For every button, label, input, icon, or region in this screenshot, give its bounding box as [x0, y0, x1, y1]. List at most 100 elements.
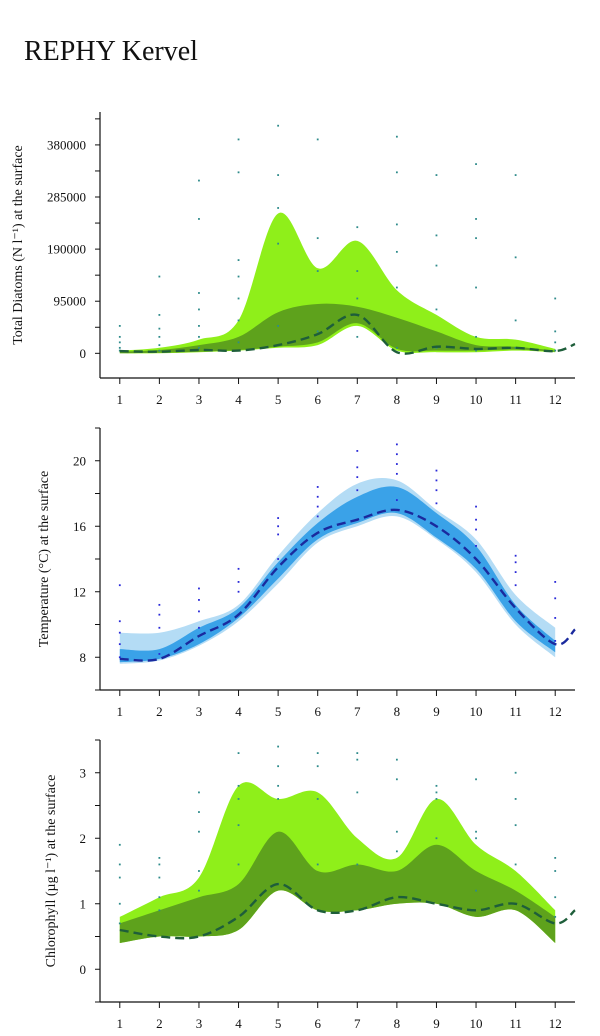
data-point [475, 286, 477, 289]
y-tick-label: 2 [80, 831, 87, 846]
data-point [277, 533, 280, 536]
data-point [277, 242, 280, 245]
data-point [356, 791, 359, 794]
data-point [514, 319, 517, 322]
data-point [316, 798, 319, 800]
median-line [119, 882, 576, 940]
y-tick-label: 12 [73, 584, 86, 599]
data-point [198, 335, 200, 338]
x-tick-label: 11 [509, 392, 522, 407]
data-point [198, 346, 200, 349]
y-tick-label: 16 [73, 519, 87, 534]
x-tick-label: 3 [196, 1016, 203, 1031]
x-tick-label: 3 [196, 704, 203, 719]
x-tick-label: 10 [470, 704, 483, 719]
x-tick-label: 9 [433, 1016, 440, 1031]
x-tick-label: 8 [394, 704, 401, 719]
data-point [198, 830, 200, 833]
data-point [316, 752, 319, 754]
x-tick-label: 5 [275, 392, 282, 407]
data-point [158, 863, 161, 866]
data-point [395, 223, 398, 226]
data-point [237, 863, 240, 866]
data-point [395, 171, 398, 174]
data-point [237, 319, 240, 322]
data-point [118, 324, 121, 327]
data-point [237, 824, 240, 827]
data-point [475, 518, 477, 521]
data-point [435, 837, 438, 840]
data-point [158, 349, 161, 352]
data-point [198, 324, 200, 327]
data-point [277, 765, 280, 768]
data-point [514, 798, 517, 800]
data-point [316, 515, 319, 518]
data-point [554, 915, 557, 918]
data-point [475, 545, 477, 547]
data-point [435, 784, 438, 787]
x-tick-label: 4 [235, 392, 242, 407]
data-point [158, 857, 161, 859]
data-point [475, 349, 477, 352]
data-point [554, 341, 557, 344]
data-point [554, 617, 557, 619]
data-point [118, 346, 121, 349]
data-point [514, 584, 517, 587]
data-point [435, 502, 438, 505]
data-point [554, 330, 557, 333]
data-point [475, 889, 477, 892]
data-point [554, 349, 557, 352]
data-point [118, 922, 121, 925]
data-point [118, 843, 121, 846]
data-point [198, 292, 200, 294]
data-point [158, 275, 161, 278]
data-point [395, 472, 398, 475]
data-point [395, 830, 398, 833]
page-title: REPHY Kervel [24, 36, 198, 67]
data-point [198, 218, 200, 220]
data-point [237, 259, 240, 261]
x-tick-label: 7 [354, 704, 361, 719]
data-point [514, 571, 517, 573]
data-point [198, 791, 200, 794]
x-tick-label: 1 [117, 1016, 124, 1031]
data-point [118, 620, 121, 623]
median-line [119, 313, 576, 355]
data-point [475, 335, 477, 338]
data-point [514, 863, 517, 866]
data-point [118, 643, 121, 646]
data-point [435, 489, 438, 492]
data-point [316, 237, 319, 240]
x-tick-label: 9 [433, 704, 440, 719]
y-axis-label: Chlorophyll (µg l⁻¹) at the surface [44, 775, 59, 968]
y-axis-label: Total Diatoms (N l⁻¹) at the surface [11, 145, 26, 345]
data-point [198, 308, 200, 311]
data-point [554, 870, 557, 872]
data-point [435, 174, 438, 176]
data-point [316, 138, 319, 141]
x-tick-label: 1 [117, 704, 124, 719]
data-point [237, 581, 240, 583]
x-tick-label: 6 [314, 704, 321, 719]
data-point [316, 270, 319, 272]
x-tick-label: 6 [314, 1016, 321, 1031]
data-point [395, 758, 398, 761]
y-tick-label: 0 [80, 346, 87, 361]
data-point [277, 784, 280, 787]
data-point [277, 525, 280, 528]
data-point [356, 476, 359, 479]
data-point [118, 335, 121, 338]
data-point [277, 798, 280, 800]
data-point [475, 237, 477, 240]
y-tick-label: 95000 [54, 294, 87, 309]
data-point [118, 902, 121, 905]
data-point [356, 297, 359, 300]
y-tick-label: 0 [80, 962, 87, 977]
y-tick-label: 20 [73, 453, 86, 468]
data-point [118, 656, 121, 659]
data-point [356, 758, 359, 761]
data-point [158, 653, 161, 655]
data-point [158, 314, 161, 316]
data-point [514, 561, 517, 564]
